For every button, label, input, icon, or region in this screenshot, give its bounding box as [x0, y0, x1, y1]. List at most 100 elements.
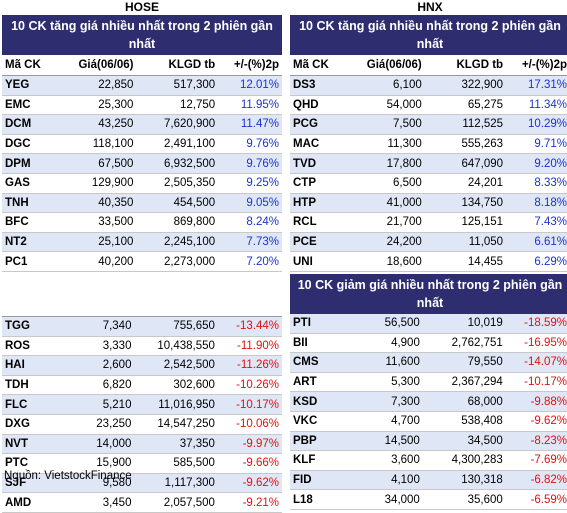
- table-row: TDH 6,820 302,600 -10.26%: [2, 375, 282, 396]
- price: 3,600: [350, 450, 423, 471]
- avg-volume: 79,550: [422, 352, 506, 373]
- stock-code: CMS: [290, 352, 351, 373]
- change-pct: -6.59%: [505, 489, 567, 510]
- hose-gainers-table: Mã CK Giá(06/06) KLGD tb +/-(%)2p YEG 22,…: [2, 55, 282, 272]
- change-pct: -14.07%: [505, 352, 567, 373]
- avg-volume: 130,318: [422, 470, 506, 491]
- table-row: DS3 6,100 322,900 17.31%: [290, 75, 567, 96]
- hnx-losers-table: PTI 56,500 10,019 -18.59% BII 4,900 2,762,751-…: [290, 313, 567, 510]
- change-pct: -18.59%: [505, 313, 567, 334]
- price: 6,820: [62, 375, 135, 396]
- avg-volume: 65,275: [424, 95, 507, 116]
- hnx-gainers-title: 10 CK tăng giá nhiều nhất trong 2 phiên …: [290, 15, 567, 55]
- hose-spacer: [2, 271, 282, 317]
- change-pct: -11.90%: [217, 336, 282, 357]
- change-pct: 9.76%: [218, 153, 282, 174]
- price: 7,500: [350, 114, 425, 135]
- stock-code: DS3: [290, 75, 351, 96]
- change-pct: -9.88%: [505, 391, 567, 412]
- col-price: Giá(06/06): [350, 55, 425, 76]
- hnx-losers-title: 10 CK giảm giá nhiều nhất trong 2 phiên …: [290, 273, 567, 314]
- stock-code: ROS: [2, 336, 63, 357]
- avg-volume: 10,438,550: [134, 336, 218, 357]
- hose-losers-table: TGG 7,340 755,650 -13.44% ROS 3,330 10,438,550…: [2, 316, 282, 513]
- avg-volume: 11,050: [424, 232, 507, 253]
- avg-volume: 555,263: [424, 134, 507, 155]
- source-note: Nguồn: VietstockFinance: [4, 470, 132, 482]
- avg-volume: 4,300,283: [422, 450, 506, 471]
- stock-code: DPM: [2, 153, 63, 174]
- change-pct: -10.06%: [217, 414, 282, 435]
- stock-code: TDH: [2, 375, 63, 396]
- avg-volume: 2,273,000: [136, 251, 219, 272]
- stock-code: QHD: [290, 95, 351, 116]
- price: 43,250: [62, 114, 137, 135]
- col-change: +/-(%)2p: [506, 55, 567, 76]
- col-change: +/-(%)2p: [218, 55, 282, 76]
- price: 33,500: [62, 212, 137, 233]
- change-pct: 11.34%: [506, 95, 567, 116]
- avg-volume: 454,500: [136, 193, 219, 214]
- table-row: ART 5,300 2,367,294 -10.17%: [290, 372, 567, 393]
- change-pct: 10.29%: [506, 114, 567, 135]
- price: 41,000: [350, 193, 425, 214]
- stock-code: DGC: [2, 134, 63, 155]
- change-pct: 9.20%: [506, 153, 567, 174]
- stock-code: ART: [290, 372, 351, 393]
- table-row: KLF 3,600 4,300,283 -7.69%: [290, 450, 567, 471]
- price: 4,900: [350, 333, 423, 354]
- table-row: YEG 22,850 517,300 12.01%: [2, 75, 282, 96]
- avg-volume: 538,408: [422, 411, 506, 432]
- table-row: GAS 129,900 2,505,350 9.25%: [2, 173, 282, 194]
- col-price: Giá(06/06): [62, 55, 137, 76]
- table-row: DGC 118,100 2,491,100 9.76%: [2, 134, 282, 155]
- hnx-gainers-table: Mã CK Giá(06/06) KLGD tb +/-(%)2p DS3 6,1…: [290, 55, 567, 272]
- stock-code: GAS: [2, 173, 63, 194]
- change-pct: -16.95%: [505, 333, 567, 354]
- col-code: Mã CK: [290, 55, 351, 76]
- avg-volume: 755,650: [134, 316, 218, 337]
- table-row: PBP 14,500 34,500 -8.23%: [290, 431, 567, 452]
- stock-code: TVD: [290, 153, 351, 174]
- price: 118,100: [62, 134, 137, 155]
- avg-volume: 2,762,751: [422, 333, 506, 354]
- change-pct: 17.31%: [506, 75, 567, 96]
- avg-volume: 2,491,100: [136, 134, 219, 155]
- price: 14,000: [62, 434, 135, 455]
- change-pct: 6.61%: [506, 232, 567, 253]
- avg-volume: 37,350: [134, 434, 218, 455]
- change-pct: -9.62%: [217, 473, 282, 494]
- col-volume: KLGD tb: [136, 55, 219, 76]
- avg-volume: 134,750: [424, 193, 507, 214]
- price: 18,600: [350, 251, 425, 272]
- table-row: HAI 2,600 2,542,500 -11.26%: [2, 355, 282, 376]
- stock-code: PBP: [290, 431, 351, 452]
- stock-code: NT2: [2, 232, 63, 253]
- table-row: CTP 6,500 24,201 8.33%: [290, 173, 567, 194]
- avg-volume: 35,600: [422, 489, 506, 510]
- avg-volume: 517,300: [136, 75, 219, 96]
- change-pct: -7.69%: [505, 450, 567, 471]
- stock-code: BFC: [2, 212, 63, 233]
- stock-code: RCL: [290, 212, 351, 233]
- price: 14,500: [350, 431, 423, 452]
- change-pct: 7.73%: [218, 232, 282, 253]
- change-pct: 12.01%: [218, 75, 282, 96]
- table-row: BFC 33,500 869,800 8.24%: [2, 212, 282, 233]
- stock-code: KLF: [290, 450, 351, 471]
- avg-volume: 10,019: [422, 313, 506, 334]
- change-pct: -8.23%: [505, 431, 567, 452]
- avg-volume: 2,057,500: [134, 492, 218, 513]
- price: 5,300: [350, 372, 423, 393]
- table-row: PCE 24,200 11,050 6.61%: [290, 232, 567, 253]
- table-row: RCL 21,700 125,151 7.43%: [290, 212, 567, 233]
- change-pct: -9.21%: [217, 492, 282, 513]
- avg-volume: 24,201: [424, 173, 507, 194]
- stock-code: DCM: [2, 114, 63, 135]
- price: 5,210: [62, 394, 135, 415]
- table-row: ROS 3,330 10,438,550 -11.90%: [2, 336, 282, 357]
- price: 7,340: [62, 316, 135, 337]
- price: 25,100: [62, 232, 137, 253]
- avg-volume: 585,500: [134, 453, 218, 474]
